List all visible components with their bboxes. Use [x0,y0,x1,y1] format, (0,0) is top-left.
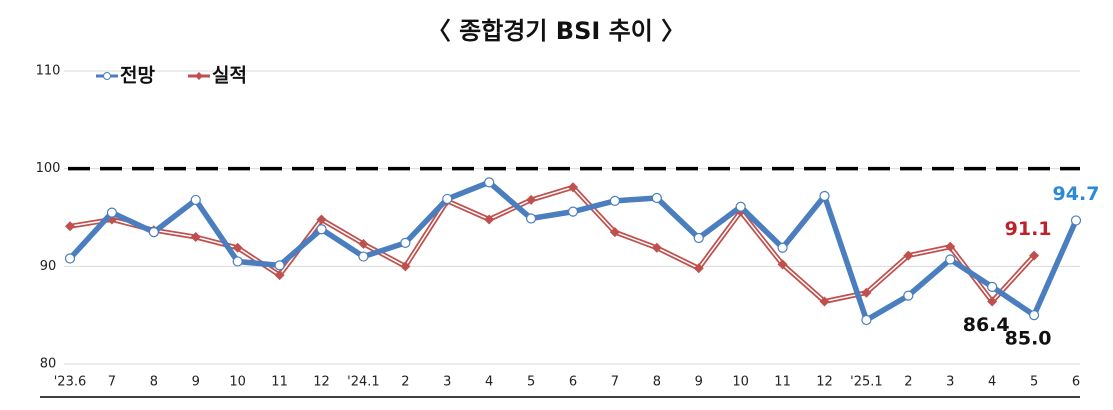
point [400,237,411,248]
x-tick-label: 10 [229,375,246,390]
point [1029,250,1040,261]
x-tick-label: 3 [946,375,954,390]
x-tick-label: 2 [904,375,912,390]
y-tick-label: 100 [36,161,61,176]
point [609,195,621,206]
x-tick-label: 11 [271,375,288,390]
x-tick-label: 3 [443,375,451,390]
x-tick-label: 10 [732,375,749,390]
x-tick-label: 7 [108,375,116,390]
point [232,242,243,253]
point [651,192,662,204]
value-label: 86.4 [963,314,1010,336]
series-line [69,184,1036,306]
point [484,177,495,188]
value-label: 85.0 [1005,328,1052,350]
x-tick-label: 2 [401,375,409,390]
point [106,207,118,218]
point [442,193,453,205]
x-tick-label: '25.1 [850,375,883,390]
point [903,290,914,301]
point [568,182,578,193]
point [232,256,243,267]
point [609,227,620,238]
x-tick-label: 5 [527,375,535,390]
chart-title: 〈 종합경기 BSI 추이 〉 [427,17,685,45]
x-tick-label: 4 [988,375,996,390]
value-label: 91.1 [1005,218,1052,240]
x-tick-label: 4 [485,375,493,390]
x-tick-label: 12 [313,375,330,390]
value-label: 94.7 [1053,183,1100,205]
point [525,213,537,224]
point [274,260,285,271]
point [651,242,662,253]
point [1070,215,1082,226]
point [693,263,704,274]
point [777,242,788,253]
point [693,232,704,244]
legend-label: 전망 [120,65,155,87]
series-line-inner [69,186,1035,303]
legend-marker [195,72,203,80]
point [567,206,579,217]
x-tick-label: 8 [150,375,158,390]
x-tick-label: 9 [192,375,200,390]
y-tick-label: 80 [40,357,57,372]
x-tick-label: 9 [695,375,703,390]
point [987,296,998,307]
point [484,214,495,225]
x-tick-label: '24.1 [347,375,380,390]
point [64,253,76,264]
x-tick-label: 5 [1030,375,1038,390]
point [861,314,872,326]
point [903,250,914,261]
x-tick-label: 12 [816,375,833,390]
point [819,190,830,202]
point [190,194,201,206]
x-tick-label: 11 [774,375,791,390]
y-tick-label: 110 [36,64,61,79]
point [65,221,75,232]
point [148,227,159,238]
point [274,270,285,281]
legend-label: 실적 [212,65,247,87]
point [735,201,746,212]
point [358,251,369,262]
x-tick-label: 7 [611,375,619,390]
point [400,261,411,272]
point [316,214,327,225]
point [777,259,788,270]
point [987,281,998,292]
point [945,254,956,265]
point [526,194,537,205]
legend-marker [103,72,111,80]
x-tick-label: 8 [653,375,661,390]
point [819,296,830,307]
point [358,238,369,249]
point [861,287,872,298]
y-tick-label: 90 [40,259,57,274]
x-tick-label: 6 [569,375,577,390]
x-tick-label: '23.6 [54,375,87,390]
point [190,232,201,243]
point [1028,310,1040,321]
point [945,241,956,252]
point [316,224,327,235]
x-tick-label: 6 [1072,375,1080,390]
